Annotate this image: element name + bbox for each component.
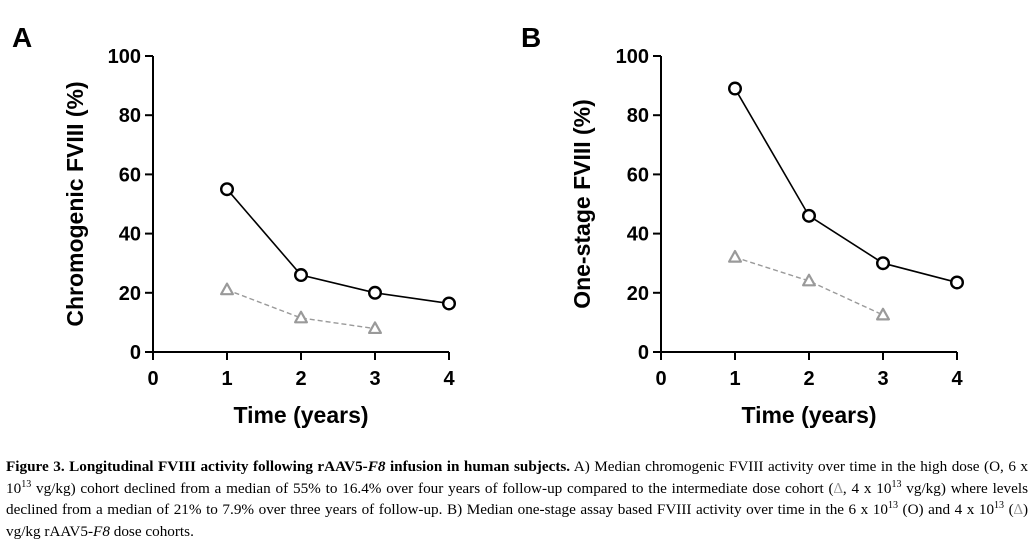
x-tick-label: 4	[443, 368, 455, 390]
y-tick-label: 60	[627, 164, 649, 186]
y-tick-label: 100	[616, 46, 649, 68]
x-tick-label: 0	[147, 368, 158, 390]
caption-text-b3: (	[1004, 501, 1014, 518]
x-tick-label: 3	[877, 368, 888, 390]
x-axis-title: Time (years)	[233, 402, 368, 428]
data-point-circle	[368, 285, 383, 300]
data-point-circle	[219, 182, 234, 197]
y-tick-label: 40	[627, 224, 649, 246]
y-axis-title: Chromogenic FVIII (%)	[62, 81, 88, 326]
x-tick-label: 4	[951, 368, 963, 390]
data-point-triangle	[876, 307, 890, 321]
caption-text-a4: vg/kg) where levels declined from a medi…	[6, 479, 1029, 519]
data-point-circle	[802, 208, 817, 223]
data-point-circle	[950, 275, 965, 290]
data-point-triangle	[220, 282, 234, 296]
y-tick-label: 80	[119, 105, 141, 127]
panel-b: B 0 20 40 60 80 100 0 1 2 3 4 Time (years) One-stage …	[521, 22, 965, 428]
data-point-triangle	[368, 321, 382, 335]
caption-text-a3: , 4 x 10	[842, 479, 892, 497]
data-point-circle	[876, 256, 891, 271]
caption-text-a2: vg/kg) cohort declined from a median of …	[31, 479, 834, 497]
figure-caption: Figure 3. Longitudinal FVIII activity fo…	[6, 456, 1028, 542]
x-tick-label: 0	[655, 368, 666, 390]
caption-title-gene: F8	[367, 458, 386, 475]
caption-title-text-end: infusion in human subjects.	[385, 458, 571, 475]
caption-exponent: 13	[891, 478, 902, 490]
y-tick-label: 80	[627, 105, 649, 127]
caption-text-b5: dose cohorts.	[109, 522, 194, 540]
y-tick-label: 20	[627, 283, 649, 305]
series-line	[226, 188, 450, 305]
data-point-triangle	[728, 249, 742, 263]
caption-title: Figure 3. Longitudinal FVIII activity fo…	[6, 458, 570, 475]
y-tick-label: 40	[119, 224, 141, 246]
x-tick-label: 2	[803, 368, 814, 390]
caption-exponent: 13	[994, 499, 1005, 511]
caption-exponent: 13	[21, 478, 32, 490]
y-tick-label: 100	[108, 46, 141, 68]
x-tick-label: 2	[295, 368, 306, 390]
triangle-symbol: ∆	[833, 479, 843, 497]
x-tick-label: 3	[369, 368, 380, 390]
x-tick-label: 1	[221, 368, 232, 390]
y-tick-label: 20	[119, 283, 141, 305]
triangle-symbol: ∆	[1013, 501, 1023, 518]
caption-exponent: 13	[888, 499, 898, 511]
x-axis-title: Time (years)	[741, 402, 876, 428]
caption-text-b4: ) vg/kg rAAV5-	[6, 501, 1028, 540]
series-line	[734, 88, 958, 284]
data-point-circle	[294, 268, 309, 283]
data-point-circle	[442, 296, 457, 311]
caption-text-a1: A) Median chromogenic FVIII activity ove…	[6, 458, 1028, 497]
caption-title-text: Figure 3. Longitudinal FVIII activity fo…	[6, 458, 368, 475]
y-tick-label: 60	[119, 164, 141, 186]
data-point-triangle	[294, 310, 308, 324]
series-line	[734, 256, 884, 316]
y-tick-label: 0	[638, 342, 649, 364]
x-tick-label: 1	[729, 368, 740, 390]
caption-gene: F8	[93, 522, 110, 540]
panel-label: A	[12, 22, 32, 53]
data-point-triangle	[802, 273, 816, 287]
y-axis-title: One-stage FVIII (%)	[569, 99, 595, 309]
caption-text-b2: (O) and 4 x 10	[898, 501, 995, 518]
series-line	[226, 289, 376, 330]
panel-label: B	[521, 22, 541, 53]
y-tick-label: 0	[130, 342, 141, 364]
panel-a: A 0 20 40 60 80 100 0 1 2 3 4 Time (years) Chromogeni…	[12, 22, 457, 428]
data-point-circle	[728, 81, 743, 96]
